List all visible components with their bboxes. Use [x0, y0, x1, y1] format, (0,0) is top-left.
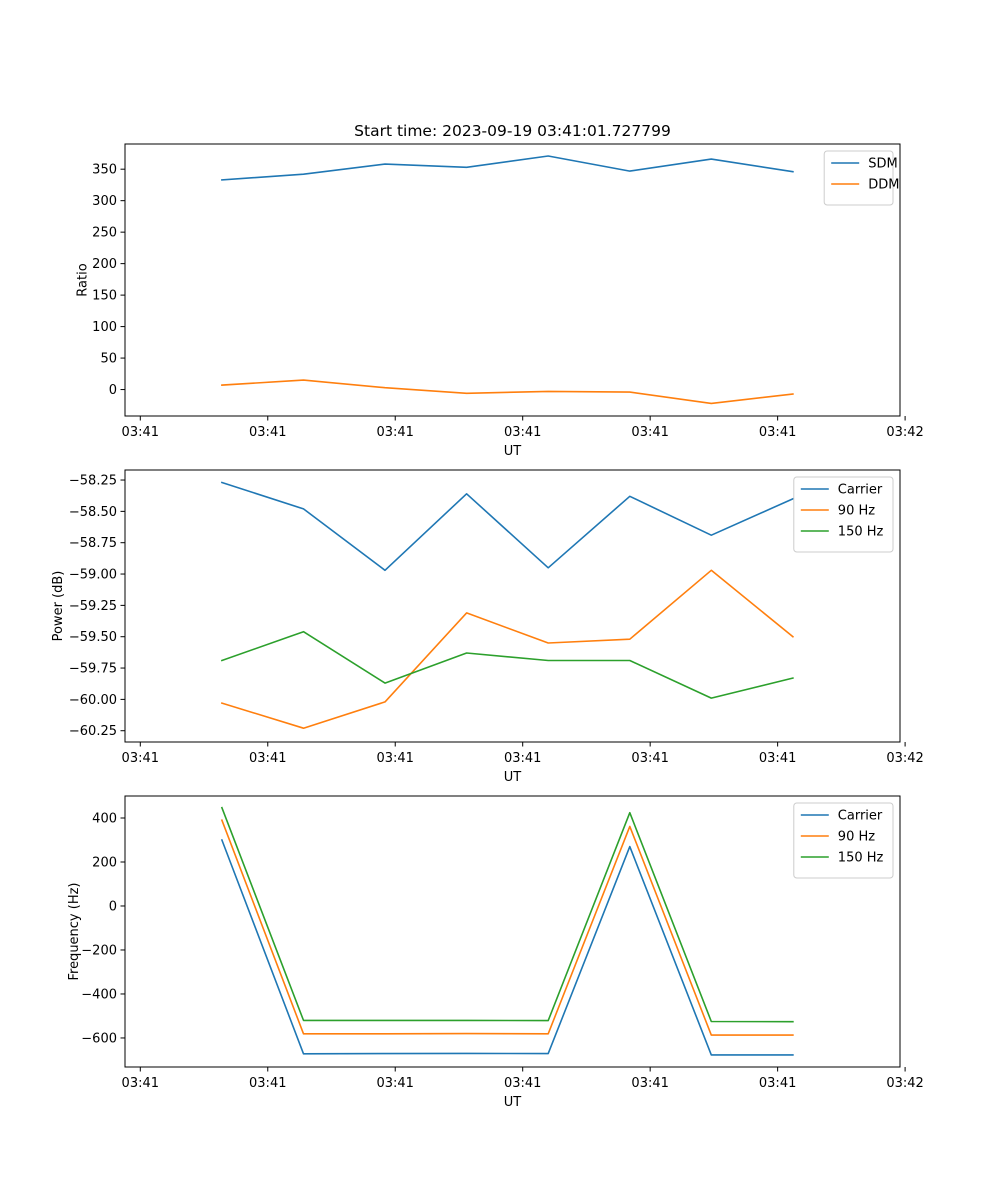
legend-label: 150 Hz	[838, 525, 884, 540]
y-tick-label: 400	[92, 811, 117, 826]
y-tick-label: 300	[92, 194, 117, 209]
x-tick-label: 03:42	[886, 1076, 923, 1091]
legend: Carrier 90 Hz 150 Hz	[793, 476, 894, 553]
legend-label: DDM	[868, 178, 899, 193]
y-tick-label: −58.25	[69, 474, 117, 489]
legend: Carrier 90 Hz 150 Hz	[793, 802, 894, 879]
x-tick-label: 03:41	[122, 751, 159, 766]
series-line-carrier	[220, 838, 794, 1056]
axes-frame	[124, 143, 901, 417]
legend-label: Carrier	[838, 809, 883, 824]
y-tick-label: −60.25	[69, 724, 117, 739]
y-tick-label: −59.25	[69, 599, 117, 614]
y-axis-label: Ratio	[75, 263, 90, 296]
x-tick-label: 03:41	[376, 751, 413, 766]
y-tick-label: −59.75	[69, 662, 117, 677]
y-tick-label: 200	[92, 855, 117, 870]
y-tick-label: −59.50	[69, 630, 117, 645]
x-tick-label: 03:41	[249, 1076, 286, 1091]
x-tick-label: 03:41	[759, 751, 796, 766]
x-tick-label: 03:41	[122, 1076, 159, 1091]
x-tick-label: 03:41	[504, 425, 541, 440]
legend: SDM DDM	[823, 150, 899, 206]
legend-label: Carrier	[838, 483, 883, 498]
y-tick-label: 50	[100, 352, 117, 367]
y-tick-label: −58.75	[69, 536, 117, 551]
series-line-ddm	[221, 379, 794, 405]
x-tick-label: 03:41	[759, 1076, 796, 1091]
legend-label: 150 Hz	[838, 851, 884, 866]
legend-label: 90 Hz	[838, 504, 875, 519]
y-axis-label: Frequency (Hz)	[67, 882, 82, 980]
legend-label: 90 Hz	[838, 830, 875, 845]
series-line-150-hz	[220, 630, 794, 699]
axes-frame	[124, 469, 901, 743]
x-tick-label: 03:41	[759, 425, 796, 440]
subplot-power: 03:41 03:41 03:41 03:41 03:41 03:41 03:42 −60.2…	[51, 469, 924, 785]
x-tick-label: 03:41	[249, 751, 286, 766]
y-tick-label: −200	[81, 943, 117, 958]
legend-frame	[793, 476, 894, 553]
x-tick-label: 03:42	[886, 751, 923, 766]
y-tick-label: 350	[92, 163, 117, 178]
legend-label: SDM	[868, 157, 897, 172]
x-tick-label: 03:41	[376, 425, 413, 440]
x-axis-label: UT	[504, 1095, 522, 1110]
x-tick-label: 03:41	[631, 1076, 668, 1091]
x-tick-label: 03:41	[504, 1076, 541, 1091]
x-tick-label: 03:41	[631, 751, 668, 766]
x-tick-label: 03:42	[886, 425, 923, 440]
x-tick-label: 03:41	[631, 425, 668, 440]
y-tick-label: 0	[109, 899, 117, 914]
y-tick-label: 100	[92, 320, 117, 335]
axes-frame	[124, 795, 901, 1068]
figure-title: Start time: 2023-09-19 03:41:01.727799	[354, 122, 671, 140]
x-tick-label: 03:41	[504, 751, 541, 766]
y-axis-label: Power (dB)	[51, 571, 66, 642]
y-tick-label: 250	[92, 226, 117, 241]
y-tick-label: −400	[81, 987, 117, 1002]
series-line-90-hz	[220, 819, 794, 1036]
y-tick-label: −59.00	[69, 568, 117, 583]
subplot-frequency: 03:41 03:41 03:41 03:41 03:41 03:41 03:42 −600 −…	[67, 795, 924, 1110]
series-line-sdm	[221, 155, 794, 181]
y-tick-label: −60.00	[69, 693, 117, 708]
subplot-ratio: 03:41 03:41 03:41 03:41 03:41 03:41 03:42 0 50 10…	[75, 143, 924, 459]
y-tick-label: 200	[92, 257, 117, 272]
series-line-150-hz	[220, 806, 794, 1023]
legend-frame	[823, 150, 894, 206]
x-tick-label: 03:41	[376, 1076, 413, 1091]
y-tick-label: 150	[92, 289, 117, 304]
legend-frame	[793, 802, 894, 879]
series-line-90-hz	[220, 569, 795, 730]
y-tick-label: −58.50	[69, 505, 117, 520]
x-axis-label: UT	[504, 770, 522, 785]
x-tick-label: 03:41	[249, 425, 286, 440]
series-line-carrier	[220, 481, 794, 572]
y-tick-label: 0	[109, 383, 117, 398]
x-tick-label: 03:41	[122, 425, 159, 440]
x-axis-label: UT	[504, 444, 522, 459]
y-tick-label: −600	[81, 1031, 117, 1046]
